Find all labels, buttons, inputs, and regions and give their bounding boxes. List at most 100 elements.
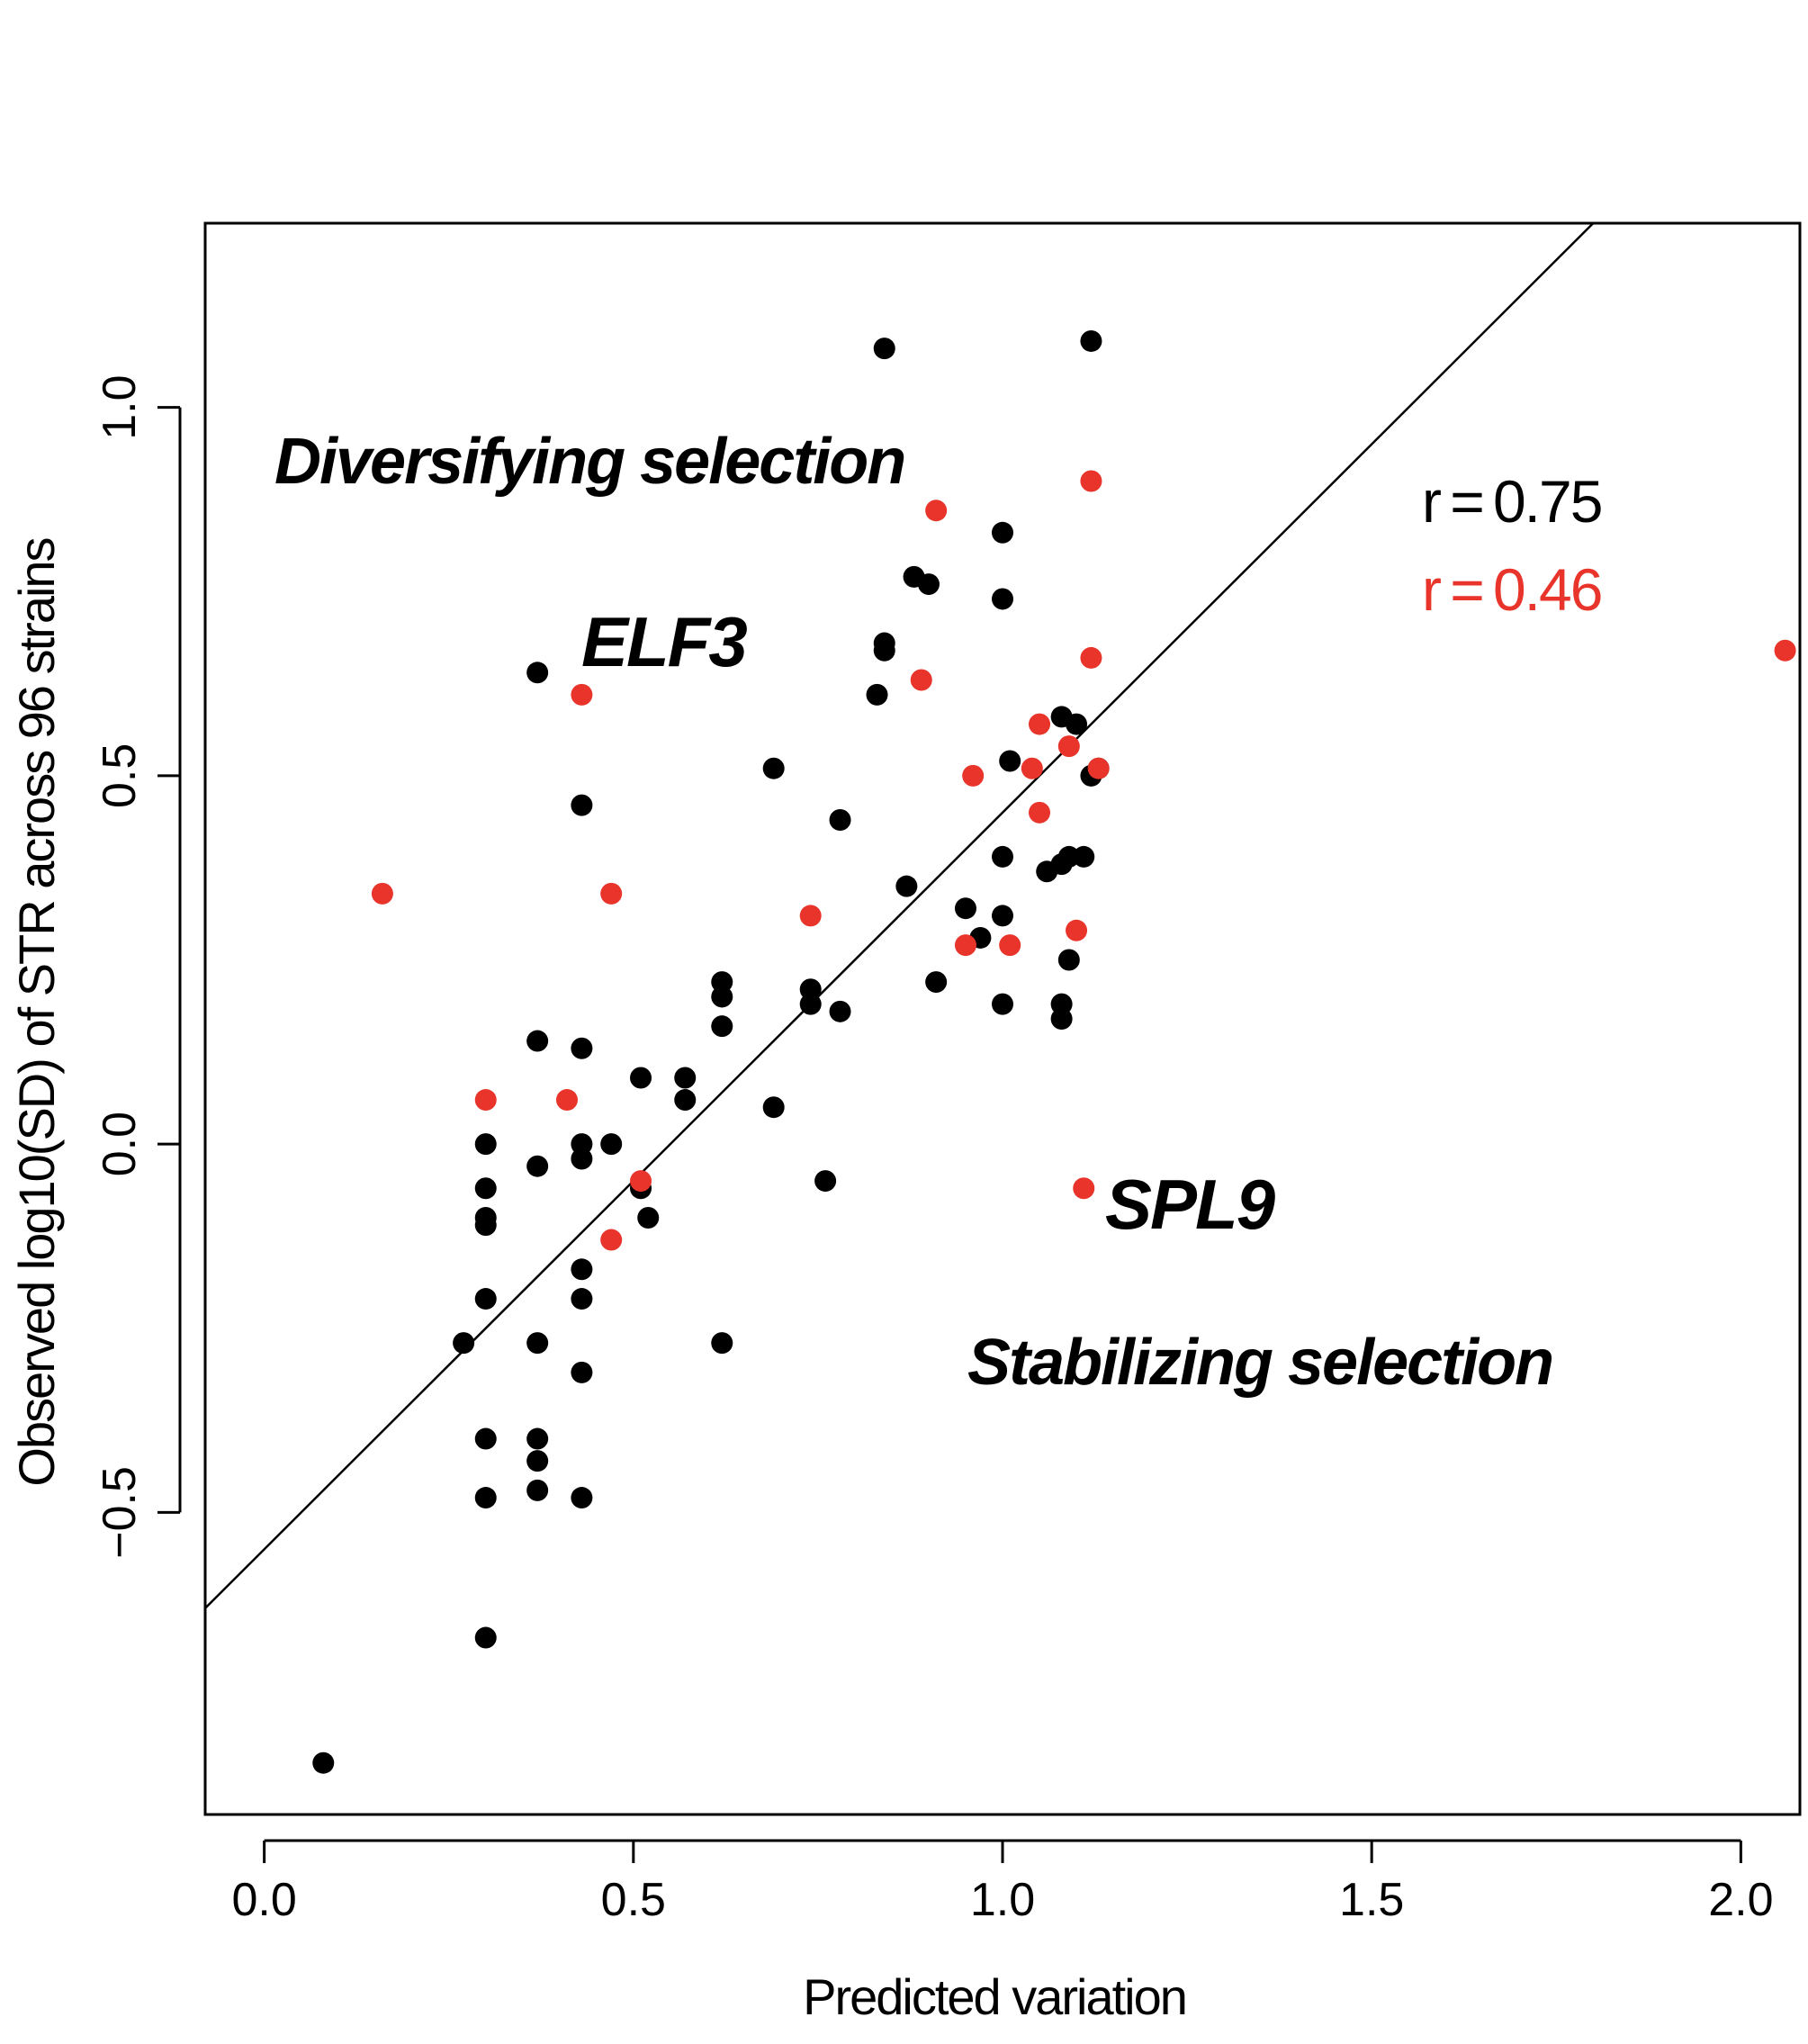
data-point-black xyxy=(1050,1008,1073,1030)
data-point-black xyxy=(571,1258,593,1281)
data-point-black xyxy=(992,521,1013,544)
data-point-black xyxy=(895,875,918,897)
data-point-black xyxy=(873,639,895,662)
data-point-black xyxy=(992,993,1013,1015)
data-point-red xyxy=(600,882,623,905)
x-tick-label: 1.0 xyxy=(970,1874,1035,1926)
data-point-black xyxy=(571,1288,593,1310)
data-point-black xyxy=(799,993,822,1015)
annotation-spl9: SPL9 xyxy=(1105,1165,1276,1244)
data-point-red xyxy=(630,1170,652,1193)
data-point-black xyxy=(762,1096,785,1119)
data-point-black xyxy=(917,573,940,596)
data-point-black xyxy=(453,1332,475,1355)
y-tick-label: −0.5 xyxy=(94,1466,146,1559)
data-point-black xyxy=(1066,713,1088,735)
data-point-red xyxy=(1080,470,1102,492)
data-point-black xyxy=(829,1000,851,1022)
data-point-black xyxy=(474,1177,497,1200)
data-point-black xyxy=(1080,329,1102,352)
data-point-black xyxy=(474,1427,497,1450)
data-point-black xyxy=(992,905,1013,927)
data-point-black xyxy=(526,1155,549,1177)
x-tick-label: 0.0 xyxy=(231,1874,296,1926)
y-tick-label: 0.0 xyxy=(94,1112,146,1176)
plot-frame xyxy=(203,221,1802,1816)
correlation-black: r = 0.75 xyxy=(1422,468,1601,535)
y-tick-label: 0.5 xyxy=(94,743,146,808)
data-point-black xyxy=(571,1361,593,1383)
data-point-black xyxy=(711,1015,733,1038)
data-points xyxy=(312,329,1796,1774)
data-point-black xyxy=(474,1214,497,1237)
data-point-black xyxy=(526,1450,549,1472)
data-point-red xyxy=(1029,801,1051,824)
data-point-black xyxy=(814,1170,837,1193)
data-point-black xyxy=(312,1751,335,1774)
data-point-red xyxy=(1029,713,1051,735)
data-point-black xyxy=(954,897,976,920)
data-point-red xyxy=(962,764,985,787)
data-point-red xyxy=(1087,757,1110,779)
data-point-black xyxy=(630,1067,652,1089)
data-point-red xyxy=(1073,1177,1095,1200)
data-point-black xyxy=(474,1288,497,1310)
data-point-red xyxy=(571,683,593,706)
data-point-black xyxy=(999,750,1021,772)
data-point-black xyxy=(829,809,851,831)
data-point-black xyxy=(526,1332,549,1355)
x-tick-label: 2.0 xyxy=(1708,1874,1773,1926)
annotation-stabilizing-selection: Stabilizing selection xyxy=(967,1327,1552,1399)
y-axis: −0.5 0.0 0.5 1.0 xyxy=(94,374,182,1559)
data-point-black xyxy=(571,1487,593,1509)
data-point-red xyxy=(954,934,976,957)
data-point-black xyxy=(600,1133,623,1156)
data-point-red xyxy=(999,934,1021,957)
data-point-red xyxy=(1066,919,1088,941)
data-point-black xyxy=(571,1037,593,1059)
data-point-black xyxy=(992,845,1013,868)
y-tick-label: 1.0 xyxy=(94,374,146,439)
data-point-black xyxy=(925,971,948,994)
data-point-black xyxy=(711,986,733,1008)
data-point-black xyxy=(637,1207,660,1229)
data-point-black xyxy=(526,662,549,684)
data-point-black xyxy=(474,1487,497,1509)
data-point-red xyxy=(799,905,822,927)
data-point-black xyxy=(571,1148,593,1170)
data-point-black xyxy=(873,338,895,360)
data-point-black xyxy=(866,683,888,706)
y-axis-label: Observed log10(SD) of STR across 96 stra… xyxy=(8,538,65,1486)
data-point-black xyxy=(762,757,785,779)
data-point-black xyxy=(711,1332,733,1355)
annotation-diversifying-selection: Diversifying selection xyxy=(274,426,904,498)
data-point-red xyxy=(1774,639,1796,662)
data-point-black xyxy=(526,1479,549,1501)
data-point-black xyxy=(674,1089,697,1112)
data-point-black xyxy=(1057,845,1080,868)
correlation-red: r = 0.46 xyxy=(1422,556,1601,623)
data-point-red xyxy=(474,1089,497,1112)
data-point-red xyxy=(1080,646,1102,669)
data-point-red xyxy=(555,1089,578,1112)
data-point-red xyxy=(925,500,948,522)
data-point-black xyxy=(474,1133,497,1156)
annotation-elf3: ELF3 xyxy=(581,602,747,681)
x-tick-label: 1.5 xyxy=(1339,1874,1404,1926)
data-point-black xyxy=(674,1067,697,1089)
x-axis: 0.0 0.5 1.0 1.5 2.0 xyxy=(231,1839,1774,1926)
data-point-red xyxy=(371,882,393,905)
data-point-red xyxy=(600,1229,623,1251)
data-point-black xyxy=(474,1626,497,1649)
x-tick-label: 0.5 xyxy=(601,1874,666,1926)
data-point-red xyxy=(1057,735,1080,758)
data-point-black xyxy=(1073,845,1095,868)
data-point-black xyxy=(992,588,1013,610)
x-axis-label: Predicted variation xyxy=(803,1968,1186,2025)
data-point-black xyxy=(571,794,593,816)
data-point-black xyxy=(1057,949,1080,971)
data-point-black xyxy=(526,1427,549,1450)
data-point-red xyxy=(910,669,932,691)
data-point-red xyxy=(1021,757,1043,779)
